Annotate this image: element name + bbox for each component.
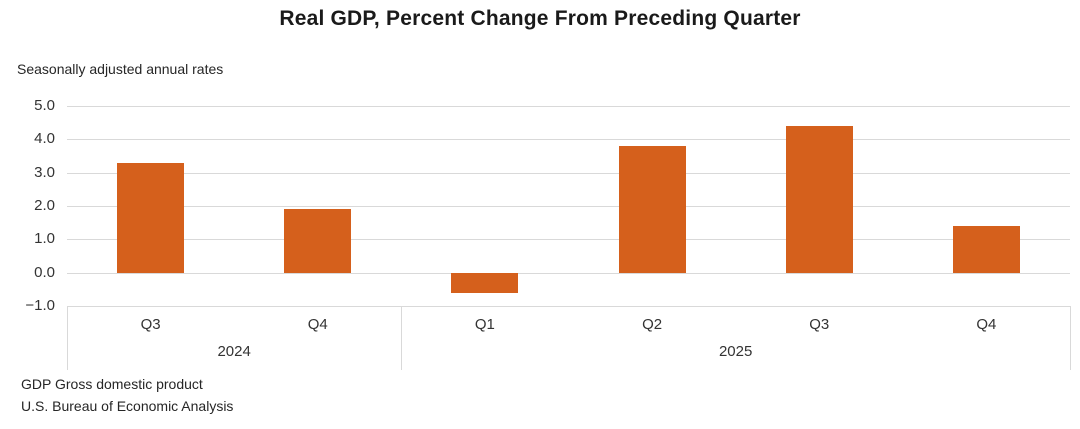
y-axis-tick-label: 1.0 bbox=[34, 230, 55, 248]
bar-Q4-value-1.4 bbox=[952, 226, 1020, 273]
footnote-gdp-definition: GDP Gross domestic product bbox=[21, 376, 203, 392]
x-axis-quarter-label: Q3 bbox=[809, 316, 830, 333]
x-axis-year-label: 2025 bbox=[718, 343, 753, 360]
bar-Q3-value-3.3 bbox=[117, 162, 185, 273]
bar-Q3-value-4.4 bbox=[785, 126, 853, 273]
chart-subtitle: Seasonally adjusted annual rates bbox=[17, 61, 224, 77]
x-axis-quarter-label: Q2 bbox=[642, 316, 663, 333]
y-axis-tick-label: 2.0 bbox=[34, 197, 55, 214]
y-axis-tick-label: 0.0 bbox=[34, 263, 55, 281]
y-axis-tick-label: −1.0 bbox=[25, 297, 55, 314]
x-axis-line bbox=[67, 306, 1071, 307]
bar-Q4-value-1.9 bbox=[284, 209, 352, 273]
gridline-y-3.0 bbox=[67, 172, 1070, 174]
x-axis-year-label: 2024 bbox=[217, 343, 251, 360]
y-axis-tick-label: 5.0 bbox=[34, 97, 55, 114]
x-axis-group-divider bbox=[67, 306, 68, 370]
y-axis-tick-label: 3.0 bbox=[34, 163, 55, 181]
x-axis-quarter-label: Q3 bbox=[140, 316, 161, 333]
x-axis-group-divider bbox=[1070, 306, 1071, 370]
bar-Q2-value-3.8 bbox=[618, 146, 686, 273]
gridline-y-1.0 bbox=[67, 239, 1070, 241]
x-axis-quarter-label: Q1 bbox=[474, 316, 495, 333]
chart-title: Real GDP, Percent Change From Preceding … bbox=[279, 7, 801, 30]
gridline-y-2.0 bbox=[67, 206, 1070, 207]
gridline-y-5.0 bbox=[67, 106, 1070, 107]
x-axis-group-divider bbox=[401, 306, 403, 370]
gridline-y-0.0 bbox=[67, 272, 1070, 274]
gridline-y-4.0 bbox=[67, 139, 1070, 141]
x-axis-quarter-label: Q4 bbox=[976, 316, 997, 333]
footnote-source: U.S. Bureau of Economic Analysis bbox=[21, 398, 234, 414]
bar-Q1-value--0.6 bbox=[451, 272, 519, 293]
y-axis-tick-label: 4.0 bbox=[34, 130, 55, 148]
x-axis-quarter-label: Q4 bbox=[307, 316, 328, 333]
